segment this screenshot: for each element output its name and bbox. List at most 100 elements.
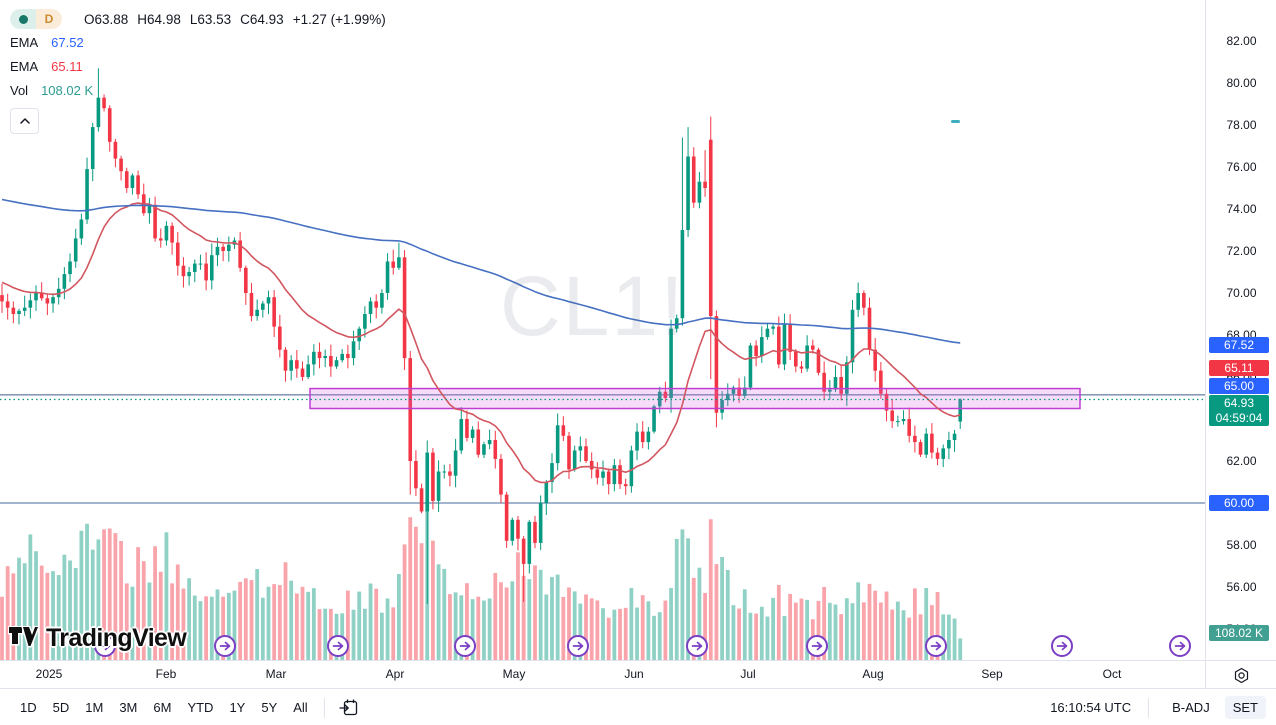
volume-bar: [538, 569, 543, 660]
candle-body: [181, 265, 186, 277]
volume-bar: [192, 595, 197, 660]
volume-bar: [878, 602, 883, 660]
clock-utc[interactable]: 16:10:54 UTC: [1050, 700, 1132, 715]
rollover-arrow-icon: [459, 641, 471, 651]
volume-bar: [674, 538, 679, 660]
tradingview-logo[interactable]: TradingView: [8, 624, 187, 653]
ohlc-low: L63.53: [189, 11, 232, 27]
contract-rollover-marker[interactable]: [925, 635, 947, 657]
range-button-1d[interactable]: 1D: [20, 700, 37, 715]
contract-rollover-marker[interactable]: [806, 635, 828, 657]
indicator-legend-ema[interactable]: EMA 65.11: [10, 54, 386, 78]
candle-wick: [46, 294, 48, 316]
candle-body: [816, 349, 821, 373]
range-button-6m[interactable]: 6M: [153, 700, 172, 715]
price-tick-label: 80.00: [1226, 76, 1257, 90]
candle-body: [623, 484, 628, 487]
ohlc-open: O63.88: [84, 11, 129, 27]
volume-bar: [822, 586, 827, 660]
time-axis[interactable]: 2025 Feb Mar Apr May Jun Jul Aug Sep Oct: [0, 660, 1205, 689]
legend-collapse-button[interactable]: [10, 108, 39, 134]
volume-bar: [697, 567, 702, 660]
range-button-3m[interactable]: 3M: [119, 700, 138, 715]
candle-body: [720, 400, 724, 413]
teal-dash-drawing[interactable]: [951, 120, 960, 123]
volume-bar: [408, 517, 413, 660]
candle-body: [799, 366, 804, 369]
indicator-legend-ema[interactable]: EMA 67.52: [10, 30, 386, 54]
candle-body: [397, 257, 401, 268]
contract-rollover-marker[interactable]: [214, 635, 236, 657]
volume-bar: [73, 567, 78, 660]
range-button-1m[interactable]: 1M: [85, 700, 104, 715]
volume-bar: [895, 601, 900, 660]
contract-rollover-marker[interactable]: [1051, 635, 1073, 657]
price-tick-label: 82.00: [1226, 34, 1257, 48]
volume-bar: [844, 598, 849, 660]
ema-slow-line[interactable]: [1, 198, 961, 344]
volume-bar: [788, 593, 793, 660]
time-tick-Mar: Mar: [265, 667, 287, 681]
price-badge-60.00: 60.00: [1209, 495, 1269, 511]
price-axis[interactable]: 82.00 80.00 78.00 76.00 74.00 72.00 70.00 68.00…: [1205, 0, 1276, 686]
rollover-arrow-icon: [691, 641, 703, 651]
candle-body: [317, 351, 322, 359]
candle-wick: [41, 282, 43, 301]
contract-rollover-marker[interactable]: [1169, 635, 1191, 657]
volume-bar: [221, 596, 226, 660]
ema-fast-line[interactable]: [1, 202, 961, 484]
range-button-5y[interactable]: 5Y: [261, 700, 278, 715]
candle-body: [158, 238, 163, 241]
volume-bar: [578, 603, 583, 660]
chart-canvas[interactable]: CL1! D O63.88 H64.98 L63.53 C64.93 +1.27…: [0, 0, 1205, 660]
candle-body: [884, 393, 889, 411]
candle-body: [589, 461, 594, 470]
candle-body: [380, 293, 384, 308]
candle-wick: [489, 429, 491, 450]
range-button-1y[interactable]: 1Y: [229, 700, 246, 715]
symbol-legend-row[interactable]: D O63.88 H64.98 L63.53 C64.93 +1.27 (+1.…: [10, 8, 386, 30]
volume-bar: [782, 616, 787, 660]
range-button-5d[interactable]: 5D: [52, 700, 70, 715]
candle-body: [323, 356, 327, 359]
contract-rollover-marker[interactable]: [454, 635, 476, 657]
candle-body: [640, 431, 645, 443]
go-to-date-button[interactable]: [333, 695, 366, 720]
contract-rollover-marker[interactable]: [567, 635, 589, 657]
candle-body: [278, 326, 282, 350]
candle-body: [691, 156, 696, 203]
candle-body: [635, 431, 639, 451]
candle-body: [487, 440, 492, 445]
contract-rollover-marker[interactable]: [94, 635, 116, 657]
candle-body: [244, 267, 248, 293]
candle-body: [697, 181, 702, 203]
range-button-ytd[interactable]: YTD: [187, 700, 214, 715]
candle-body: [136, 175, 140, 195]
candle-body: [5, 301, 10, 308]
candle-wick: [24, 295, 26, 317]
settlement-toggle[interactable]: SET: [1224, 696, 1266, 719]
symbol-pill[interactable]: D: [10, 9, 62, 29]
time-tick-Jul: Jul: [740, 667, 756, 681]
candle-body: [425, 452, 430, 512]
candle-body: [62, 274, 67, 289]
range-button-all[interactable]: All: [293, 700, 308, 715]
candle-body: [130, 175, 135, 188]
volume-bar: [391, 607, 396, 660]
indicator-legend-vol[interactable]: Vol 108.02 K: [10, 78, 386, 102]
volume-bar: [283, 562, 288, 660]
volume-bar: [266, 586, 271, 660]
candle-body: [782, 324, 787, 365]
contract-rollover-marker[interactable]: [327, 635, 349, 657]
gear-icon[interactable]: [1233, 667, 1250, 684]
indicator-value: 67.52: [51, 34, 84, 50]
axis-settings-corner[interactable]: [1205, 660, 1276, 689]
market-status-half: [10, 9, 36, 29]
interval-badge[interactable]: D: [36, 9, 62, 29]
volume-bar: [431, 540, 435, 660]
chart-svg[interactable]: [0, 0, 1205, 660]
rectangle-zone-drawing[interactable]: [309, 387, 1081, 410]
contract-rollover-marker[interactable]: [686, 635, 708, 657]
back-adjust-toggle[interactable]: B-ADJ: [1172, 700, 1210, 715]
candle-wick: [18, 308, 20, 325]
